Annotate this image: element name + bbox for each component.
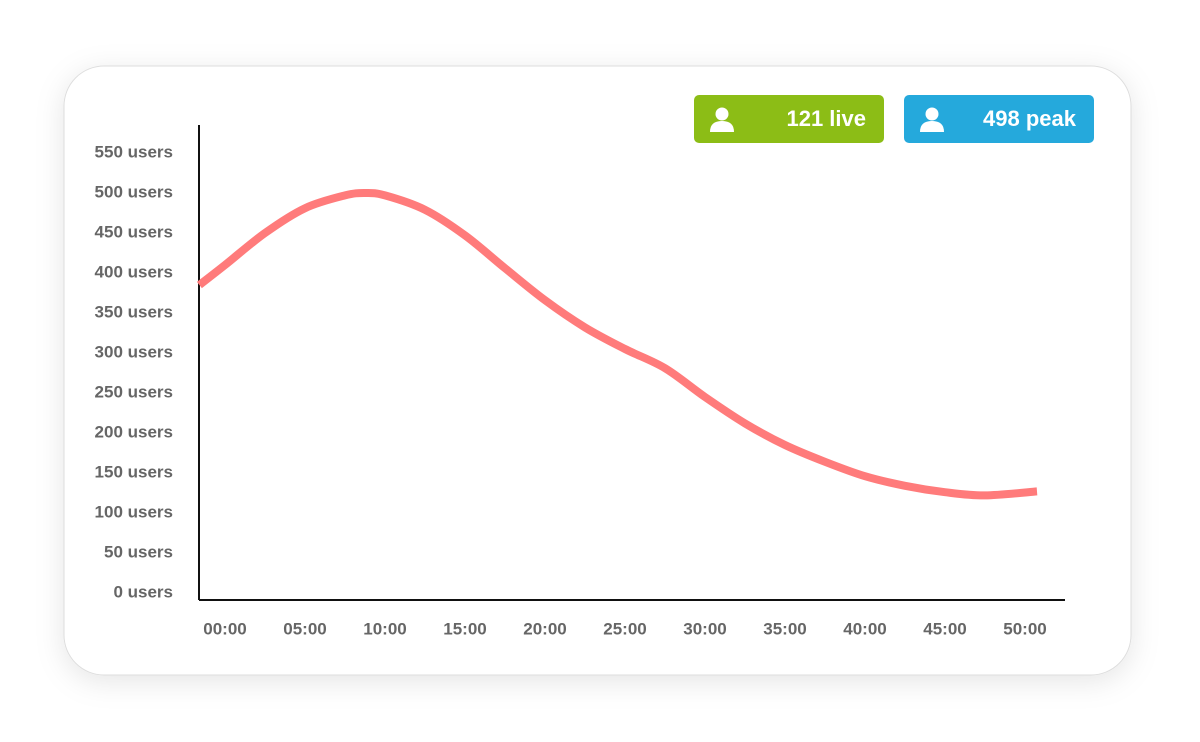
x-tick-label: 10:00 bbox=[363, 619, 406, 638]
badges: 121 live 498 peak bbox=[694, 95, 1094, 143]
x-tick-label: 00:00 bbox=[203, 619, 246, 638]
badge: 121 live bbox=[694, 95, 884, 143]
x-tick-label: 35:00 bbox=[763, 619, 806, 638]
badge-label: 121 live bbox=[786, 106, 866, 131]
card bbox=[63, 65, 1132, 676]
y-tick-label: 550 users bbox=[95, 142, 173, 161]
x-tick-label: 25:00 bbox=[603, 619, 646, 638]
x-tick-label: 05:00 bbox=[283, 619, 326, 638]
badge-background bbox=[694, 95, 884, 143]
x-tick-label: 20:00 bbox=[523, 619, 566, 638]
y-tick-label: 500 users bbox=[95, 182, 173, 201]
line-series bbox=[196, 188, 1038, 500]
y-tick-label: 150 users bbox=[95, 462, 173, 481]
x-tick-label: 30:00 bbox=[683, 619, 726, 638]
y-tick-label: 400 users bbox=[95, 262, 173, 281]
y-tick-label: 300 users bbox=[95, 342, 173, 361]
y-tick-label: 350 users bbox=[95, 302, 173, 321]
badge: 498 peak bbox=[904, 95, 1094, 143]
badge-background bbox=[904, 95, 1094, 143]
axes: 0 users 50 users 100 users 150 users 200 use… bbox=[95, 125, 1065, 638]
y-tick-label: 250 users bbox=[95, 382, 173, 401]
x-tick-label: 50:00 bbox=[1003, 619, 1046, 638]
x-tick-label: 40:00 bbox=[843, 619, 886, 638]
y-tick-label: 0 users bbox=[113, 582, 173, 601]
plot-area bbox=[196, 188, 1038, 500]
y-tick-label: 100 users bbox=[95, 502, 173, 521]
y-tick-label: 450 users bbox=[95, 222, 173, 241]
badge-label: 498 peak bbox=[983, 106, 1077, 131]
x-tick-label: 15:00 bbox=[443, 619, 486, 638]
y-tick-label: 50 users bbox=[104, 542, 173, 561]
x-tick-label: 45:00 bbox=[923, 619, 966, 638]
y-tick-label: 200 users bbox=[95, 422, 173, 441]
